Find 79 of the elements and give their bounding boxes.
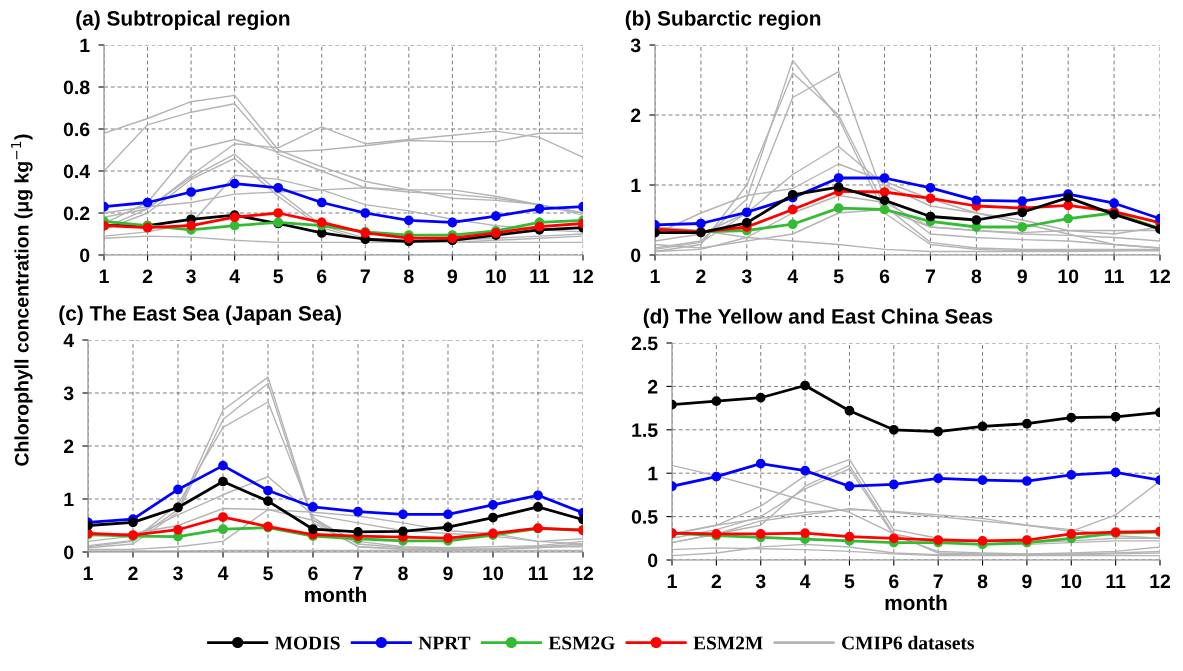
y-tick-label: 3 <box>630 38 641 53</box>
y-tick-label: 2.5 <box>631 336 658 351</box>
x-tick-label: 12 <box>573 566 594 580</box>
chart-title: (c) The East Sea (Japan Sea) <box>59 305 341 325</box>
x-tick-label: 7 <box>353 566 363 580</box>
y-tick-label: 0 <box>648 553 658 568</box>
y-tick-label: 0.5 <box>631 510 658 524</box>
y-axis-title: Chlorophyll concentration (μg kg$^{−1}$) <box>11 134 33 466</box>
x-tick-label: 2 <box>711 574 721 588</box>
x-tick-label: 9 <box>447 269 458 284</box>
y-tick-label: 0.2 <box>63 206 90 221</box>
y-tick-label: 2 <box>63 439 74 454</box>
x-tick-label: 3 <box>741 269 752 284</box>
x-tick-label: 8 <box>398 566 408 581</box>
x-axis-title: month <box>885 594 947 611</box>
chart-title: (d) The Yellow and East China Seas <box>643 308 993 328</box>
x-tick-label: 5 <box>263 566 273 581</box>
y-tick-label: 0.4 <box>63 164 91 179</box>
x-tick-label: 3 <box>755 574 766 589</box>
x-tick-label: 6 <box>889 574 899 589</box>
chart-title: (a) Subtropical region <box>76 10 290 30</box>
legend-label: NPRT <box>418 636 471 650</box>
y-tick-label: 0.6 <box>63 122 90 137</box>
x-tick-label: 11 <box>1106 574 1126 588</box>
x-tick-label: 11 <box>530 269 550 283</box>
y-tick-label: 1.5 <box>632 423 658 438</box>
x-tick-label: 10 <box>486 269 506 284</box>
x-tick-label: 1 <box>667 574 677 588</box>
x-tick-label: 5 <box>833 269 844 284</box>
x-tick-label: 5 <box>273 269 284 284</box>
x-tick-label: 11 <box>528 566 548 580</box>
x-tick-label: 4 <box>799 574 811 588</box>
y-tick-label: 3 <box>63 386 74 401</box>
legend-label: CMIP6 datasets <box>842 635 975 650</box>
x-tick-label: 10 <box>1058 269 1079 284</box>
y-tick-label: 0 <box>80 248 90 263</box>
x-tick-label: 12 <box>573 269 594 283</box>
legend-label: MODIS <box>274 636 340 650</box>
x-tick-label: 9 <box>1022 574 1032 589</box>
x-tick-label: 10 <box>483 566 504 581</box>
chart-title: (b) Subarctic region <box>625 10 821 30</box>
x-tick-label: 12 <box>1150 574 1171 588</box>
y-tick-label: 0.8 <box>63 80 90 95</box>
y-tick-label: 4 <box>63 333 75 348</box>
x-tick-label: 2 <box>128 566 138 580</box>
x-tick-label: 8 <box>977 574 988 589</box>
x-tick-label: 7 <box>925 269 936 283</box>
x-tick-label: 7 <box>360 269 370 283</box>
x-tick-label: 3 <box>186 269 196 284</box>
x-tick-label: 5 <box>844 574 855 589</box>
x-tick-label: 11 <box>1105 269 1124 283</box>
x-tick-label: 4 <box>217 566 229 580</box>
y-tick-label: 1 <box>80 38 90 53</box>
x-tick-label: 9 <box>443 566 453 581</box>
x-tick-label: 6 <box>308 566 318 581</box>
legend-label: ESM2G <box>548 636 615 650</box>
y-tick-label: 1 <box>648 466 658 481</box>
x-tick-label: 4 <box>787 269 799 283</box>
y-tick-label: 0 <box>64 545 74 560</box>
x-tick-label: 2 <box>142 269 153 283</box>
x-tick-label: 4 <box>229 269 240 283</box>
x-tick-label: 9 <box>1017 269 1027 284</box>
y-tick-label: 0 <box>631 248 641 263</box>
x-tick-label: 3 <box>173 566 183 581</box>
y-tick-label: 1 <box>631 178 641 193</box>
x-tick-label: 7 <box>933 574 943 588</box>
x-axis-title: month <box>305 586 367 603</box>
x-tick-label: 6 <box>317 269 327 284</box>
x-tick-label: 12 <box>1150 269 1171 283</box>
y-tick-label: 1 <box>64 492 74 507</box>
x-tick-label: 2 <box>696 269 706 283</box>
y-tick-label: 2 <box>647 379 658 394</box>
x-tick-label: 8 <box>971 269 982 284</box>
legend-label: ESM2M <box>693 636 763 650</box>
x-tick-label: 8 <box>404 269 414 284</box>
x-tick-label: 6 <box>879 269 890 284</box>
y-tick-label: 2 <box>630 108 641 123</box>
x-tick-label: 1 <box>99 269 109 283</box>
x-tick-label: 10 <box>1061 574 1082 589</box>
